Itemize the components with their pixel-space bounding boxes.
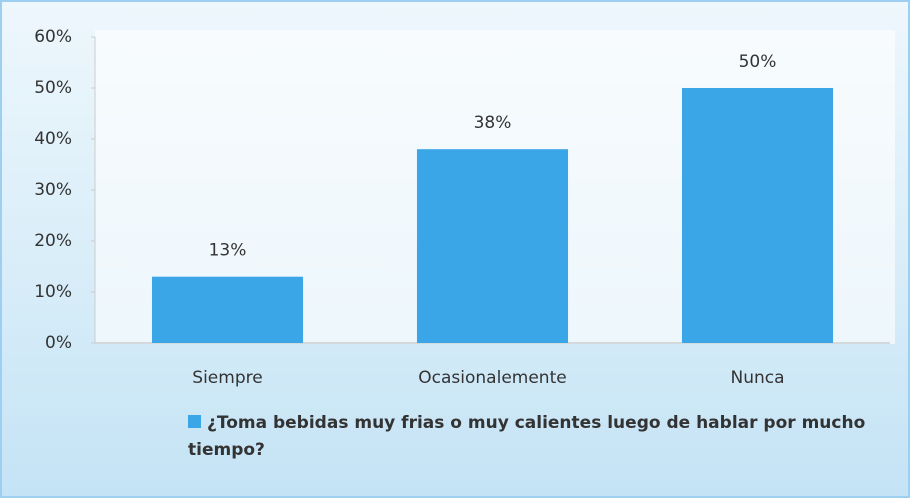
legend-swatch (188, 415, 201, 428)
x-tick-label: Ocasionalemente (418, 368, 566, 388)
y-tick-label: 40% (34, 129, 72, 149)
y-tick-label: 20% (34, 231, 72, 251)
y-tick-label: 60% (34, 27, 72, 47)
x-tick-label: Siempre (192, 368, 262, 388)
legend: ¿Toma bebidas muy frias o muy calientes … (188, 410, 868, 464)
data-label: 13% (209, 241, 247, 261)
legend-label: ¿Toma bebidas muy frias o muy calientes … (188, 413, 866, 460)
data-label: 50% (739, 52, 777, 72)
data-label: 38% (474, 113, 512, 133)
bar (681, 88, 834, 343)
bar (416, 149, 569, 343)
y-tick-label: 30% (34, 180, 72, 200)
y-tick-label: 0% (45, 333, 72, 353)
y-tick-label: 10% (34, 282, 72, 302)
bar (151, 276, 304, 343)
y-tick-label: 50% (34, 78, 72, 98)
x-tick-label: Nunca (730, 368, 784, 388)
